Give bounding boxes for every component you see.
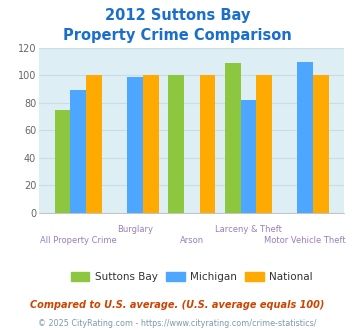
Bar	[297, 62, 313, 213]
Bar	[143, 75, 159, 213]
Bar	[55, 110, 70, 213]
Text: All Property Crime: All Property Crime	[40, 237, 117, 246]
Bar	[313, 75, 329, 213]
Text: Compared to U.S. average. (U.S. average equals 100): Compared to U.S. average. (U.S. average …	[30, 300, 325, 310]
Bar	[86, 75, 102, 213]
Bar	[168, 75, 184, 213]
Text: Arson: Arson	[180, 237, 204, 246]
Bar	[256, 75, 272, 213]
Bar	[70, 90, 86, 213]
Legend: Suttons Bay, Michigan, National: Suttons Bay, Michigan, National	[67, 268, 317, 286]
Text: Property Crime Comparison: Property Crime Comparison	[63, 28, 292, 43]
Text: © 2025 CityRating.com - https://www.cityrating.com/crime-statistics/: © 2025 CityRating.com - https://www.city…	[38, 319, 317, 328]
Text: Burglary: Burglary	[117, 225, 153, 234]
Text: Motor Vehicle Theft: Motor Vehicle Theft	[264, 237, 346, 246]
Bar	[225, 63, 241, 213]
Text: Larceny & Theft: Larceny & Theft	[215, 225, 282, 234]
Bar	[127, 77, 143, 213]
Bar	[241, 100, 256, 213]
Text: 2012 Suttons Bay: 2012 Suttons Bay	[105, 8, 250, 23]
Bar	[200, 75, 215, 213]
